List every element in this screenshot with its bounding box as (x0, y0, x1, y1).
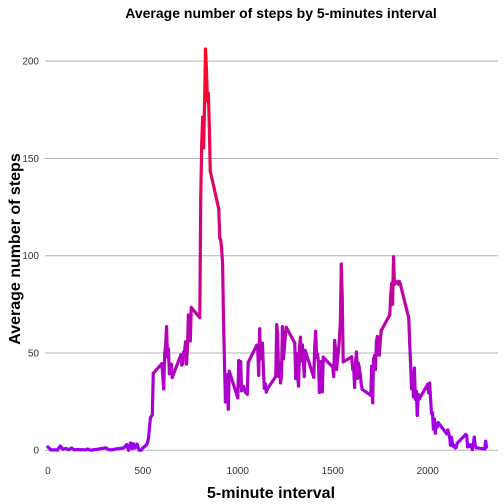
line-segment (455, 432, 468, 445)
line-segment (377, 340, 382, 357)
line-segment (226, 369, 231, 411)
line-segment (428, 381, 433, 401)
line-segment (333, 338, 338, 352)
line-segment (487, 0, 488, 447)
line-segment (353, 360, 358, 389)
line-segment (428, 396, 434, 415)
line-segment (260, 341, 266, 373)
line-segment (300, 343, 305, 361)
line-segment (391, 255, 397, 286)
line-segment (282, 333, 287, 351)
line-segment (407, 316, 412, 345)
line-segment (408, 340, 413, 367)
line-segment (337, 321, 342, 341)
line-segment (188, 305, 193, 343)
y-tick-label: 150 (22, 154, 39, 165)
line-segment (340, 296, 345, 364)
line-segment (220, 262, 226, 324)
y-tick-label: 0 (33, 446, 39, 457)
line-segment (208, 169, 221, 211)
y-axis-ticks: 0 50 100 150 200 (22, 57, 39, 457)
line-segment (199, 142, 204, 201)
y-tick-label: 100 (22, 251, 39, 262)
line-segment (373, 339, 379, 372)
line-segment (296, 345, 302, 388)
line-segment (265, 374, 278, 391)
line-segment (202, 103, 207, 150)
line-segment (320, 355, 325, 394)
x-axis-label: 5-minute interval (207, 485, 335, 502)
line-segment (436, 421, 449, 436)
x-tick-label: 0 (45, 466, 51, 477)
line-segment (170, 353, 183, 380)
line-segment (220, 246, 225, 266)
line-segment (206, 91, 211, 127)
line-segment (336, 337, 341, 353)
line-segment (398, 281, 411, 320)
line-segment (198, 196, 203, 320)
y-tick-label: 50 (28, 348, 40, 359)
line-segment (94, 446, 108, 452)
line-segment (281, 347, 286, 361)
line-segment (246, 343, 259, 364)
line-segment (378, 328, 383, 344)
line-segment (417, 382, 430, 401)
x-tick-label: 500 (134, 466, 151, 477)
x-tick-label: 1500 (322, 466, 345, 477)
gridlines (45, 60, 498, 451)
line-segment (312, 345, 317, 379)
line-segment (184, 346, 190, 366)
line-segment (181, 350, 186, 366)
line-segment (150, 371, 155, 417)
line-segment (146, 416, 153, 440)
line-segment (388, 294, 393, 317)
line-segment (371, 357, 376, 405)
line-segment (322, 356, 335, 369)
series-steps (46, 0, 489, 452)
line-segment (221, 319, 227, 364)
line-segment (484, 439, 489, 449)
line-segment (379, 313, 392, 333)
line-segment (339, 262, 344, 300)
line-segment (207, 123, 212, 173)
line-segment (245, 360, 250, 396)
line-segment (162, 352, 167, 391)
y-axis-label: Average number of steps (7, 153, 24, 345)
y-tick-label: 200 (22, 57, 39, 68)
chart-title: Average number of steps by 5-minutes int… (125, 5, 436, 21)
line-segment (217, 207, 222, 240)
x-tick-label: 1000 (227, 466, 250, 477)
x-axis-ticks: 0 500 1000 1500 2000 (45, 466, 439, 477)
line-segment (203, 47, 209, 71)
line-segment (284, 325, 297, 345)
x-tick-label: 2000 (417, 466, 440, 477)
